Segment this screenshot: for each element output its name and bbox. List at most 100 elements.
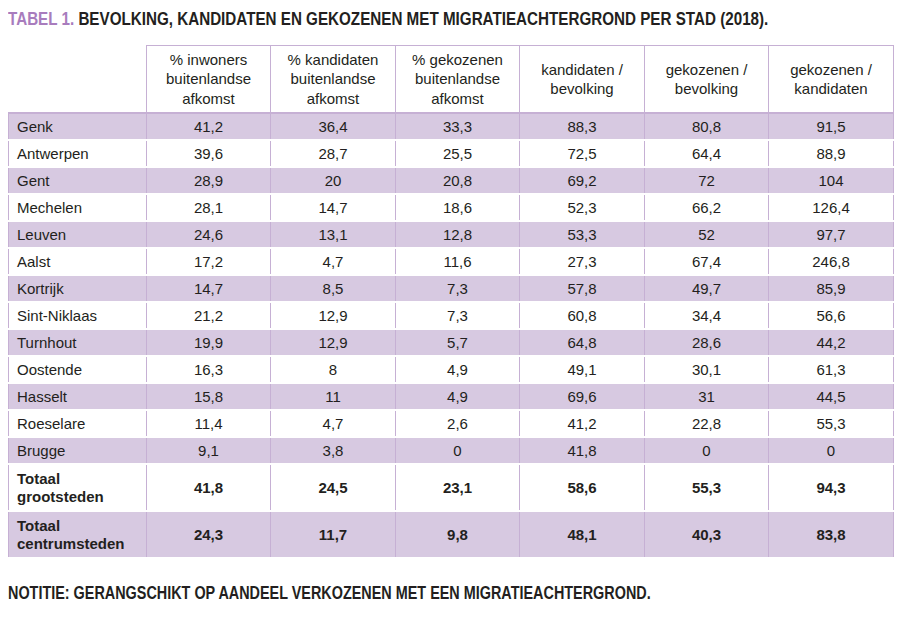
cell-value: 18,6 — [396, 194, 520, 221]
row-label: Leuven — [9, 221, 147, 248]
cell-value: 91,5 — [769, 113, 894, 140]
cell-value: 0 — [396, 437, 520, 464]
row-label: Roeselare — [9, 410, 147, 437]
header-row: % inwoners buitenlandse afkomst% kandida… — [9, 45, 894, 113]
cell-value: 11,7 — [271, 511, 396, 558]
table-footnote: NOTITIE: GERANGSCHIKT OP AANDEEL VERKOZE… — [8, 583, 651, 604]
cell-value: 7,3 — [396, 275, 520, 302]
cell-value: 97,7 — [769, 221, 894, 248]
row-label: Oostende — [9, 356, 147, 383]
cell-value: 44,2 — [769, 329, 894, 356]
cell-value: 12,9 — [271, 302, 396, 329]
row-label: Brugge — [9, 437, 147, 464]
cell-value: 41,2 — [520, 410, 645, 437]
cell-value: 12,8 — [396, 221, 520, 248]
table-body: Genk41,236,433,388,380,891,5Antwerpen39,… — [9, 113, 894, 558]
cell-value: 25,5 — [396, 140, 520, 167]
cell-value: 11,6 — [396, 248, 520, 275]
table-row: Antwerpen39,628,725,572,564,488,9 — [9, 140, 894, 167]
cell-value: 28,1 — [147, 194, 271, 221]
table-row: Kortrijk14,78,57,357,849,785,9 — [9, 275, 894, 302]
cell-value: 21,2 — [147, 302, 271, 329]
row-label: Gent — [9, 167, 147, 194]
column-header: % gekozenen buitenlandse afkomst — [396, 45, 520, 113]
table-row: Genk41,236,433,388,380,891,5 — [9, 113, 894, 140]
cell-value: 28,9 — [147, 167, 271, 194]
cell-value: 40,3 — [645, 511, 769, 558]
cell-value: 56,6 — [769, 302, 894, 329]
cell-value: 27,3 — [520, 248, 645, 275]
table-row: Sint-Niklaas21,212,97,360,834,456,6 — [9, 302, 894, 329]
table-title-text: BEVOLKING, KANDIDATEN EN GEKOZENEN MET M… — [78, 8, 768, 29]
table-row: Leuven24,613,112,853,35297,7 — [9, 221, 894, 248]
cell-value: 23,1 — [396, 464, 520, 511]
cell-value: 15,8 — [147, 383, 271, 410]
cell-value: 9,1 — [147, 437, 271, 464]
cell-value: 20,8 — [396, 167, 520, 194]
cell-value: 4,7 — [271, 248, 396, 275]
cell-value: 55,3 — [645, 464, 769, 511]
cell-value: 41,8 — [520, 437, 645, 464]
row-label: Totaal grootsteden — [9, 464, 147, 511]
cell-value: 66,2 — [645, 194, 769, 221]
row-label: Totaal centrumsteden — [9, 511, 147, 558]
row-label: Aalst — [9, 248, 147, 275]
cell-value: 64,4 — [645, 140, 769, 167]
corner-cell — [9, 45, 147, 113]
cell-value: 94,3 — [769, 464, 894, 511]
row-label: Hasselt — [9, 383, 147, 410]
cell-value: 88,3 — [520, 113, 645, 140]
cell-value: 20 — [271, 167, 396, 194]
cell-value: 19,9 — [147, 329, 271, 356]
cell-value: 48,1 — [520, 511, 645, 558]
cell-value: 24,6 — [147, 221, 271, 248]
cell-value: 30,1 — [645, 356, 769, 383]
cell-value: 0 — [645, 437, 769, 464]
cell-value: 16,3 — [147, 356, 271, 383]
cell-value: 8,5 — [271, 275, 396, 302]
cell-value: 57,8 — [520, 275, 645, 302]
cell-value: 64,8 — [520, 329, 645, 356]
table-row: Turnhout19,912,95,764,828,644,2 — [9, 329, 894, 356]
cell-value: 69,6 — [520, 383, 645, 410]
cell-value: 7,3 — [396, 302, 520, 329]
cell-value: 69,2 — [520, 167, 645, 194]
cell-value: 28,6 — [645, 329, 769, 356]
cell-value: 88,9 — [769, 140, 894, 167]
cell-value: 246,8 — [769, 248, 894, 275]
cell-value: 60,8 — [520, 302, 645, 329]
table-number-label: TABEL 1. — [8, 8, 74, 29]
cell-value: 49,7 — [645, 275, 769, 302]
cell-value: 52 — [645, 221, 769, 248]
cell-value: 53,3 — [520, 221, 645, 248]
table-row: Hasselt15,8114,969,63144,5 — [9, 383, 894, 410]
cell-value: 104 — [769, 167, 894, 194]
cell-value: 126,4 — [769, 194, 894, 221]
table-row: Aalst17,24,711,627,367,4246,8 — [9, 248, 894, 275]
cell-value: 85,9 — [769, 275, 894, 302]
column-header: gekozenen / kandidaten — [769, 45, 894, 113]
cell-value: 9,8 — [396, 511, 520, 558]
page: TABEL 1. BEVOLKING, KANDIDATEN EN GEKOZE… — [0, 0, 900, 604]
table-row: Totaal centrumsteden24,311,79,848,140,38… — [9, 511, 894, 558]
cell-value: 17,2 — [147, 248, 271, 275]
cell-value: 14,7 — [271, 194, 396, 221]
cell-value: 5,7 — [396, 329, 520, 356]
cell-value: 41,2 — [147, 113, 271, 140]
column-header: % inwoners buitenlandse afkomst — [147, 45, 271, 113]
table-header: % inwoners buitenlandse afkomst% kandida… — [9, 45, 894, 113]
cell-value: 67,4 — [645, 248, 769, 275]
cell-value: 3,8 — [271, 437, 396, 464]
cell-value: 11,4 — [147, 410, 271, 437]
cell-value: 33,3 — [396, 113, 520, 140]
cell-value: 8 — [271, 356, 396, 383]
cell-value: 4,7 — [271, 410, 396, 437]
cell-value: 12,9 — [271, 329, 396, 356]
column-header: kandidaten / bevolking — [520, 45, 645, 113]
row-label: Sint-Niklaas — [9, 302, 147, 329]
cell-value: 24,5 — [271, 464, 396, 511]
row-label: Mechelen — [9, 194, 147, 221]
column-header: gekozenen / bevolking — [645, 45, 769, 113]
cell-value: 61,3 — [769, 356, 894, 383]
row-label: Turnhout — [9, 329, 147, 356]
